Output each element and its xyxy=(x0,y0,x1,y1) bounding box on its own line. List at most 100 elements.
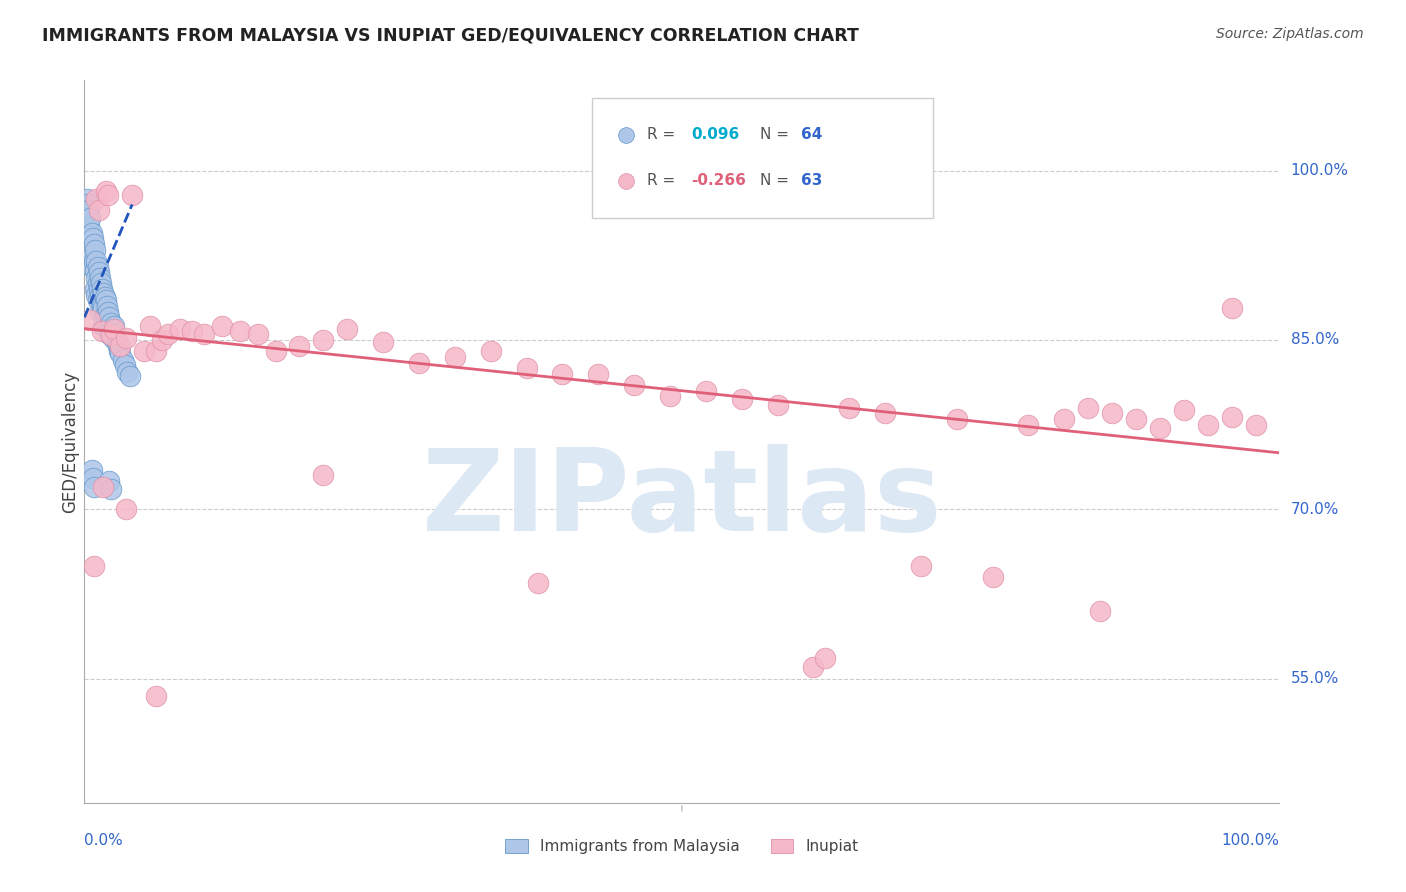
Point xyxy=(731,392,754,406)
Text: -0.266: -0.266 xyxy=(692,174,747,188)
Text: 100.0%: 100.0% xyxy=(1291,163,1348,178)
Point xyxy=(90,277,112,291)
Point xyxy=(84,243,107,257)
Point xyxy=(246,327,269,342)
Point xyxy=(80,226,103,240)
Point xyxy=(1090,604,1112,618)
Point xyxy=(169,321,191,335)
Point xyxy=(79,244,101,259)
Text: 55.0%: 55.0% xyxy=(1291,671,1339,686)
Point xyxy=(93,285,115,300)
Point xyxy=(1197,417,1219,432)
Point xyxy=(193,327,215,342)
Point xyxy=(77,203,100,218)
Point xyxy=(94,184,117,198)
Point xyxy=(132,344,156,359)
Point xyxy=(101,331,124,345)
Point xyxy=(1220,301,1243,316)
Point xyxy=(94,293,117,308)
Point xyxy=(86,293,108,308)
Point xyxy=(76,192,98,206)
Text: IMMIGRANTS FROM MALAYSIA VS INUPIAT GED/EQUIVALENCY CORRELATION CHART: IMMIGRANTS FROM MALAYSIA VS INUPIAT GED/… xyxy=(42,27,859,45)
Point xyxy=(105,335,128,350)
FancyBboxPatch shape xyxy=(592,98,934,218)
Point xyxy=(118,369,141,384)
Point xyxy=(875,406,897,420)
Point xyxy=(1077,401,1099,415)
Point xyxy=(100,482,122,496)
Text: R =: R = xyxy=(647,174,681,188)
Point xyxy=(229,324,252,338)
Point xyxy=(264,344,287,359)
Text: 70.0%: 70.0% xyxy=(1291,502,1339,516)
Point xyxy=(910,558,932,573)
Point xyxy=(83,254,105,268)
Point xyxy=(312,333,335,347)
Point xyxy=(80,463,103,477)
Point xyxy=(87,282,110,296)
Point xyxy=(104,327,127,342)
Point xyxy=(1053,412,1076,426)
Text: ZIPatlas: ZIPatlas xyxy=(422,444,942,555)
Text: 100.0%: 100.0% xyxy=(1222,833,1279,848)
Point xyxy=(100,316,122,330)
Point xyxy=(114,358,136,372)
Point xyxy=(84,263,107,277)
Point xyxy=(101,324,124,338)
Point xyxy=(117,365,139,379)
Point xyxy=(90,293,112,308)
Point xyxy=(551,367,574,381)
Point xyxy=(96,299,118,313)
Point xyxy=(150,333,173,347)
Point xyxy=(79,211,101,225)
Point xyxy=(838,401,860,415)
Point xyxy=(94,310,117,325)
Point xyxy=(86,270,108,285)
Y-axis label: GED/Equivalency: GED/Equivalency xyxy=(60,370,79,513)
Point xyxy=(91,282,114,296)
Text: 0.0%: 0.0% xyxy=(84,833,124,848)
Point xyxy=(89,287,111,301)
Point xyxy=(766,398,789,412)
Point xyxy=(86,287,108,301)
Point xyxy=(181,324,204,338)
Point xyxy=(814,651,837,665)
Point xyxy=(84,282,107,296)
Point xyxy=(1173,403,1195,417)
Point xyxy=(145,689,167,703)
Legend: Immigrants from Malaysia, Inupiat: Immigrants from Malaysia, Inupiat xyxy=(499,833,865,860)
Point xyxy=(110,338,132,352)
Point xyxy=(80,243,103,257)
Text: 64: 64 xyxy=(801,128,823,143)
Point xyxy=(981,570,1004,584)
Point xyxy=(588,367,610,381)
Point xyxy=(1101,406,1123,420)
Point xyxy=(96,316,118,330)
Point xyxy=(115,502,138,516)
Point xyxy=(93,480,115,494)
Text: 0.096: 0.096 xyxy=(692,128,740,143)
Point xyxy=(79,229,101,244)
Point xyxy=(93,308,115,322)
Point xyxy=(108,344,131,359)
Point xyxy=(659,389,682,403)
Point xyxy=(111,353,134,368)
Point xyxy=(614,249,637,263)
Point xyxy=(1149,421,1171,435)
Point xyxy=(83,480,105,494)
Point xyxy=(91,324,114,338)
Point xyxy=(86,260,108,274)
Text: N =: N = xyxy=(759,128,793,143)
Text: 63: 63 xyxy=(801,174,823,188)
Point xyxy=(157,327,180,342)
Point xyxy=(479,344,502,359)
Point xyxy=(211,319,233,334)
Point xyxy=(77,220,100,235)
Point xyxy=(79,312,101,326)
Point xyxy=(98,327,121,342)
Point xyxy=(83,237,105,252)
Text: N =: N = xyxy=(759,174,793,188)
Point xyxy=(527,575,550,590)
Point xyxy=(444,350,467,364)
Point xyxy=(623,378,645,392)
